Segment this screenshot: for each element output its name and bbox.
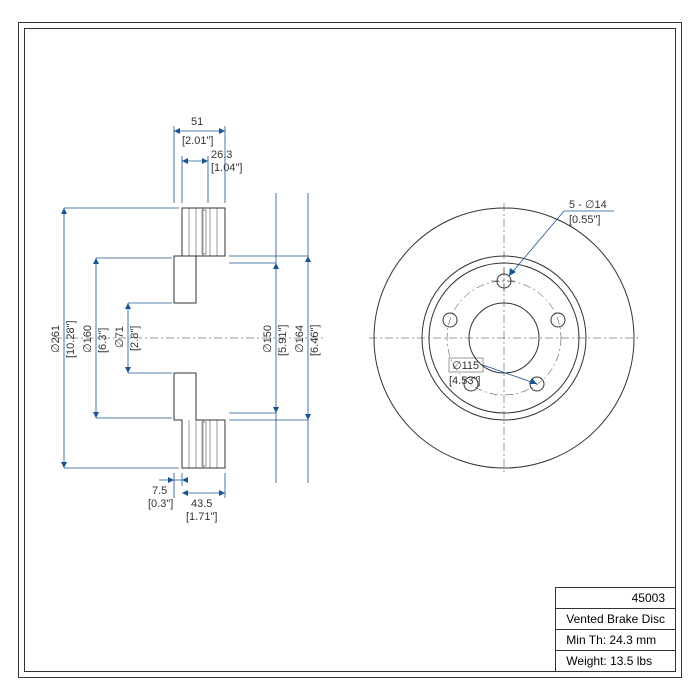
dim-435-mm: 43.5 [191, 498, 212, 510]
title-block: 45003 Vented Brake Disc Min Th: 24.3 mm … [555, 587, 676, 672]
dim-51-in: [2.01"] [182, 135, 213, 147]
section-view: 51 [2.01"] 26.3 [1.04"] 7.5 [0.3"] 43.5 … [50, 116, 324, 523]
bolt-label-in: [0.55"] [569, 214, 600, 226]
dim-150-mm: ∅150 [262, 325, 274, 353]
dim-51-mm: 51 [191, 116, 203, 128]
front-view: 5 - ∅14 [0.55"] ∅115 [4.53"] [369, 199, 639, 473]
technical-drawing: 51 [2.01"] 26.3 [1.04"] 7.5 [0.3"] 43.5 … [24, 28, 676, 672]
weight: Weight: 13.5 lbs [556, 651, 675, 671]
pcd-mm: ∅115 [452, 360, 479, 372]
dim-164-mm: ∅164 [294, 325, 306, 353]
dim-160-mm: ∅160 [82, 325, 94, 353]
dim-75-in: [0.3"] [148, 498, 173, 510]
dim-160-in: [6.3"] [97, 328, 109, 353]
dim-164-in: [6.46"] [309, 325, 321, 356]
dim-261-in: [10.28"] [65, 320, 77, 358]
dim-26-mm: 26.3 [211, 149, 232, 161]
dim-261-mm: ∅261 [50, 325, 62, 353]
dim-435-in: [1.71"] [186, 511, 217, 523]
dim-71-in: [2.8"] [129, 326, 141, 351]
dim-150-in: [5.91"] [277, 325, 289, 356]
dim-71-mm: ∅71 [114, 326, 126, 348]
part-description: Vented Brake Disc [556, 609, 675, 630]
dim-26-in: [1.04"] [211, 162, 242, 174]
bolt-label-mm: 5 - ∅14 [569, 199, 607, 211]
min-thickness: Min Th: 24.3 mm [556, 630, 675, 651]
part-number: 45003 [556, 588, 675, 609]
pcd-in: [4.53"] [449, 375, 480, 387]
dim-75-mm: 7.5 [152, 485, 167, 497]
